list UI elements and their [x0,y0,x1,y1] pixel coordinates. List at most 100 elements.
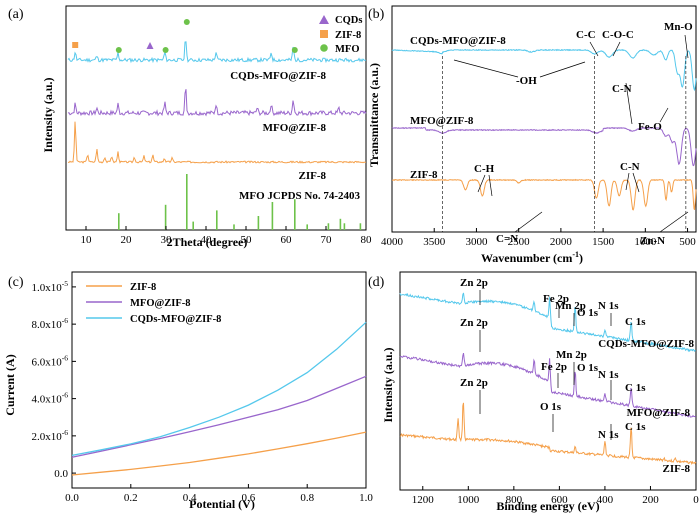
arrow-mn-o [684,34,689,59]
xrd-line-mfo-zif8 [67,89,367,117]
c-y-tick-label: 1.0x10-5 [32,279,69,294]
annot-d3-c1s: C 1s [625,421,646,433]
annot-mn-o: Mn-O [664,21,693,33]
panel-a-xrd: (a) Intensity (a.u.) 2Theta (degree) 10 2… [8,5,373,249]
c-x-tick-label: 0.4 [183,492,197,504]
legend-zif8-label: ZIF-8 [335,30,361,41]
panel-c-plot-area [71,321,367,476]
arrow-oh-left [453,59,519,78]
d-x-tick-label: 0 [693,494,699,506]
d-x-tick-label: 800 [506,494,523,506]
panel-d-label: (d) [368,275,385,290]
arrow-c-n-bottom-left [625,172,630,191]
panel-a-y-axis-label: Intensity (a.u.) [41,77,55,152]
zif8-peak-marker [72,42,79,48]
panel-c-y-ticks: 0.02.0x10-64.0x10-66.0x10-68.0x10-61.0x1… [32,279,76,480]
mfo-peak-marker [183,19,190,25]
panel-b-ftir: (b) Transmittance (a.u.) Wavenumber (cm-… [367,5,697,265]
legend-zif8-square-icon [320,30,328,38]
annot-c-n-triple: C=N [496,233,518,245]
label-jcpds-reference: MFO JCPDS No. 74-2403 [239,190,360,202]
annot-d3-o1s: O 1s [540,401,562,413]
c-y-tick-label: 4.0x10-6 [32,391,69,406]
annot-c-o-c: C-O-C [602,29,634,41]
c-y-tick-exponent: -6 [62,428,68,437]
c-y-tick-mantissa: 2.0x10 [32,431,63,443]
ftir-line-cqds-mfo-zif8 [391,48,697,92]
c-y-tick-label: 6.0x10-6 [32,353,69,368]
annot-zn-n: Zn-N [640,235,665,247]
label-cqds-mfo-zif8: CQDs-MFO@ZIF-8 [230,70,326,82]
b-x-tick-label: 3500 [423,236,446,248]
annot-d3-zn2p: Zn 2p [460,377,488,389]
c-y-tick-label: 2.0x10-6 [32,428,69,443]
c-y-tick-label: 8.0x10-6 [32,316,69,331]
legend-c-zif8-label: ZIF-8 [130,282,156,293]
panel-c-iv: (c) Current (A) Potential (V) 0.0 0.2 0.4 0… [3,271,373,511]
panel-d-x-ticks: 1200 1000 800 600 400 200 0 [412,486,699,506]
d-x-tick-label: 400 [597,494,614,506]
annot-d2-n1s: N 1s [598,369,619,381]
panel-d-xps: (d) Intensity (a.u.) Binding energy (eV)… [368,271,699,513]
label-d-cqds-mfo-zif8: CQDs-MFO@ZIF-8 [598,338,694,350]
xrd-line-cqds-mfo-zif8 [67,41,367,64]
panel-b-x-axis-label-end: ) [579,251,583,265]
arrow-zn-n [659,211,689,233]
annot-c-c: C-C [576,29,596,41]
c-y-tick-label: 0.0 [54,468,68,480]
xps-line-cqds-mfo-zif8 [399,292,696,353]
annot-c-n-top: C-N [612,83,632,95]
c-y-tick-mantissa: 1.0x10 [32,282,63,294]
a-x-tick-label: 80 [361,234,373,246]
panel-a-label: (a) [8,7,24,22]
panel-b-x-axis-label-main: Wavenumber (cm [481,251,572,265]
d-x-tick-label: 1200 [412,494,435,506]
a-x-tick-label: 50 [241,234,253,246]
mfo-peak-marker [162,47,169,53]
panel-a-peak-markers [72,19,298,53]
annot-d2-o1s: O 1s [577,362,599,374]
iv-line-cqds-mfo-zif8 [71,321,367,457]
arrow-c-n-top [625,82,633,125]
panel-d-y-axis-label: Intensity (a.u.) [381,347,395,422]
panel-c-label: (c) [8,275,24,290]
panel-c-frame [71,271,367,489]
panel-b-frame [391,5,697,233]
legend-c-mfo-zif8-label: MFO@ZIF-8 [130,298,191,309]
c-x-tick-label: 0.0 [65,492,79,504]
arrow-c-n-triple [514,211,543,233]
panel-c-legend: ZIF-8 MFO@ZIF-8 CQDs-MFO@ZIF-8 [86,282,221,325]
iv-line-zif8 [71,431,367,476]
b-x-tick-label: 500 [679,236,696,248]
annot-d3-n1s: N 1s [598,429,619,441]
label-mfo-zif8: MFO@ZIF-8 [263,122,327,134]
arrow-c-h-right [488,174,493,197]
a-x-tick-label: 70 [321,234,333,246]
xrd-line-zif8 [67,121,367,164]
c-x-tick-label: 1.0 [359,492,373,504]
arrow-c-h-left [477,174,486,193]
b-x-tick-label: 1000 [634,236,657,248]
mfo-peak-marker [291,47,298,53]
annot-c-h: C-H [474,163,495,175]
b-x-tick-label: 3000 [465,236,488,248]
panel-a-legend: CQDs ZIF-8 MFO [319,15,362,55]
b-x-tick-label: 2500 [508,236,531,248]
label-b-zif8: ZIF-8 [410,169,438,181]
legend-cqds-label: CQDs [335,15,362,26]
c-x-tick-label: 0.2 [124,492,138,504]
annot-d1-c1s: C 1s [625,316,646,328]
cqds-peak-marker [146,42,154,49]
panel-d-frame [399,271,697,491]
annot-d1-mn2p: Mn 2p [555,300,586,312]
a-x-tick-label: 10 [81,234,93,246]
arrow-fe-o [659,107,669,123]
c-y-tick-exponent: -6 [62,353,68,362]
panel-c-x-ticks: 0.0 0.2 0.4 0.6 0.8 1.0 [65,484,373,504]
arrow-c-o-c [612,41,621,57]
panel-d-annotation-arrows [479,290,612,440]
a-x-tick-label: 60 [281,234,293,246]
d-x-tick-label: 600 [551,494,568,506]
mfo-peak-marker [115,47,122,53]
annot-d2-mn2p: Mn 2p [556,349,587,361]
